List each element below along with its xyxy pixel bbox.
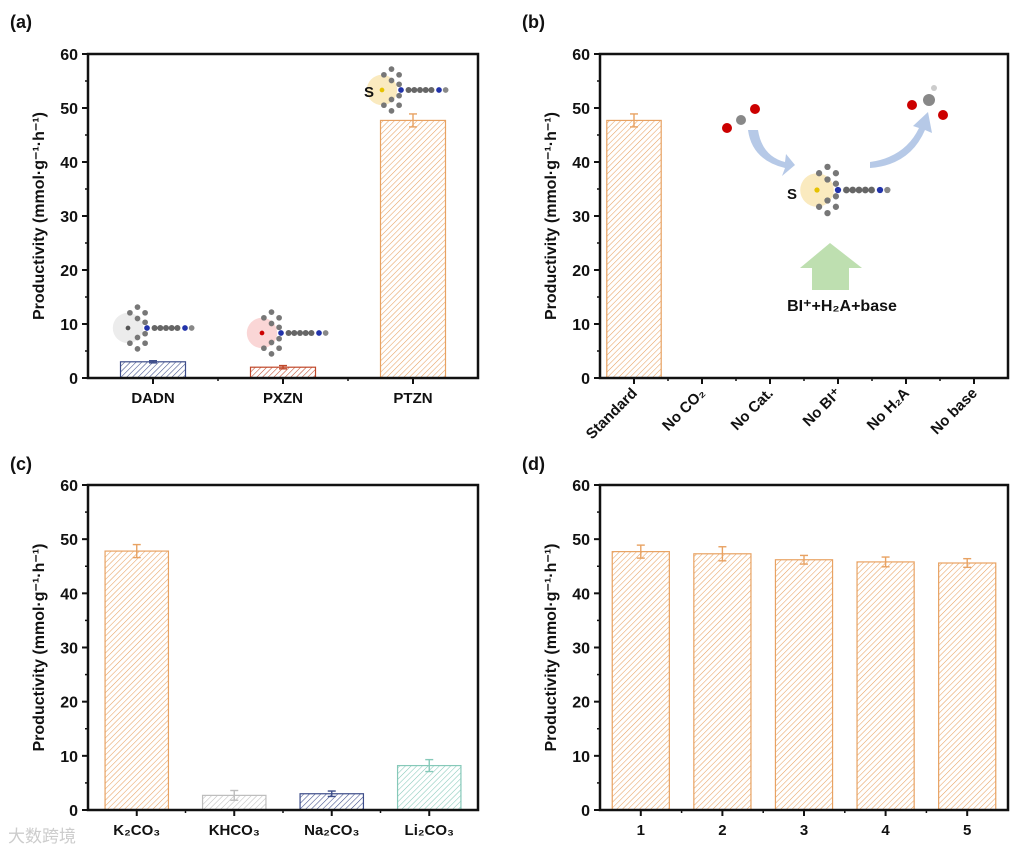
y-tick-label: 10 — [60, 749, 78, 766]
plot-frame — [86, 52, 480, 380]
bar — [856, 561, 915, 811]
y-tick-label: 50 — [572, 101, 590, 118]
error-bar — [327, 790, 336, 798]
error-bar — [230, 789, 239, 801]
molecule-insets: S — [112, 66, 449, 357]
panel-label: (c) — [10, 454, 32, 474]
y-tick-label: 40 — [60, 586, 78, 603]
y-axis-label: Productivity (mmol·g⁻¹·h⁻¹) — [543, 112, 560, 320]
x-tick-label: Li₂CO₃ — [405, 822, 454, 839]
x-tick-label: PXZN — [263, 390, 303, 407]
conditions-label: BI⁺+H₂A+base — [787, 298, 897, 315]
x-tick-label: No CO₂ — [659, 385, 709, 435]
y-tick-label: 40 — [572, 586, 590, 603]
y-tick-label: 50 — [60, 101, 78, 118]
y-tick-label: 0 — [69, 371, 78, 388]
error-bar — [279, 364, 287, 370]
y-tick-label: 0 — [69, 803, 78, 820]
y-tick-label: 20 — [572, 263, 590, 280]
bar — [379, 119, 447, 379]
plot-frame — [598, 52, 1010, 380]
error-bar — [963, 557, 972, 569]
plot-frame — [598, 483, 1010, 812]
y-tick-label: 10 — [60, 317, 78, 334]
y-tick-label: 50 — [572, 532, 590, 549]
y-tick-label: 20 — [60, 695, 78, 712]
sulfur-label: S — [364, 84, 374, 101]
panel-a: (a) DADN PXZN PTZN 0 10 20 30 40 50 60 Productivity… — [10, 12, 480, 407]
y-tick-label: 60 — [60, 478, 78, 495]
bar — [693, 553, 752, 811]
y-tick-label: 30 — [60, 209, 78, 226]
plot-frame — [86, 483, 480, 812]
y-tick-label: 10 — [572, 749, 590, 766]
error-bar — [800, 554, 808, 565]
x-tick-label: No Cat. — [728, 385, 777, 434]
x-tick-label: K₂CO₃ — [113, 822, 160, 839]
error-bar — [718, 546, 727, 562]
error-bar — [425, 758, 434, 773]
y-tick-label: 30 — [572, 209, 590, 226]
x-tick-label: 2 — [718, 822, 726, 839]
y-tick-label: 20 — [572, 695, 590, 712]
x-tick-label: 1 — [637, 822, 645, 839]
y-tick-label: 60 — [572, 478, 590, 495]
error-bar — [636, 544, 645, 559]
y-tick-label: 30 — [60, 641, 78, 658]
error-bar — [881, 556, 890, 568]
y-axis-label: Productivity (mmol·g⁻¹·h⁻¹) — [543, 544, 560, 752]
x-tick-label: No base — [928, 385, 981, 438]
arrow-out-icon — [870, 112, 932, 168]
y-tick-label: 40 — [60, 155, 78, 172]
y-tick-label: 0 — [581, 803, 590, 820]
x-tick-label: Na₂CO₃ — [304, 822, 359, 839]
y-axis-label: Productivity (mmol·g⁻¹·h⁻¹) — [31, 112, 48, 320]
x-tick-label: PTZN — [393, 390, 432, 407]
error-bar — [630, 113, 638, 128]
reaction-scheme: S BI⁺+H₂A+base — [722, 85, 948, 315]
y-tick-label: 60 — [572, 47, 590, 64]
y-tick-label: 60 — [60, 47, 78, 64]
x-tick-label: 4 — [881, 822, 890, 839]
bar — [774, 559, 834, 811]
error-bar — [149, 360, 157, 364]
panel-b: (b) Standard No CO₂ No Cat. No BI⁺ No H₂A No b… — [522, 12, 1010, 443]
x-tick-label: No BI⁺ — [800, 385, 845, 430]
bar — [611, 551, 670, 811]
y-tick-label: 20 — [60, 263, 78, 280]
y-tick-label: 10 — [572, 317, 590, 334]
x-tick-label: DADN — [131, 390, 174, 407]
y-axis-label: Productivity (mmol·g⁻¹·h⁻¹) — [31, 544, 48, 752]
panel-label: (a) — [10, 12, 32, 32]
panel-c: (c) K₂CO₃ KHCO₃ Na₂CO₃ Li₂CO₃ 0 10 20 30 40 50 60 Pr… — [10, 454, 480, 839]
bar — [104, 550, 170, 811]
panel-label: (d) — [522, 454, 545, 474]
error-bar — [409, 113, 417, 128]
arrow-in-icon — [748, 130, 795, 176]
y-tick-label: 40 — [572, 155, 590, 172]
bar — [606, 119, 662, 379]
error-bar — [132, 543, 141, 559]
x-tick-label: No H₂A — [864, 385, 913, 434]
x-tick-label: 5 — [963, 822, 971, 839]
light-arrow-icon — [800, 243, 862, 290]
x-tick-label: KHCO₃ — [209, 822, 260, 839]
bar — [396, 764, 462, 811]
sulfur-label: S — [787, 186, 797, 203]
bar — [119, 361, 187, 379]
y-tick-label: 50 — [60, 532, 78, 549]
x-tick-label: Standard — [583, 385, 641, 443]
y-tick-label: 0 — [581, 371, 590, 388]
bar — [938, 562, 997, 811]
watermark-text: 大数跨境 — [8, 827, 76, 847]
panel-label: (b) — [522, 12, 545, 32]
y-tick-label: 30 — [572, 641, 590, 658]
x-tick-label: 3 — [800, 822, 808, 839]
